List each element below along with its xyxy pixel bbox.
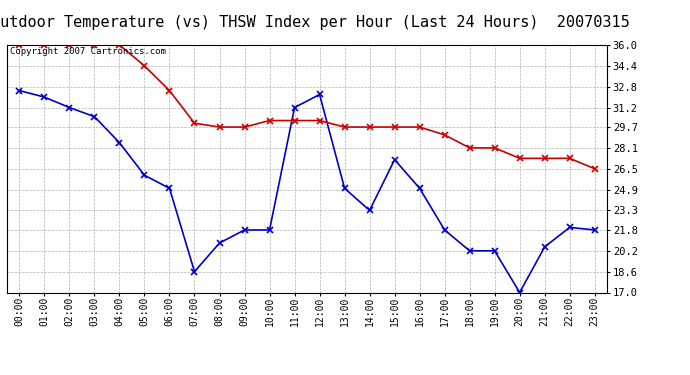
Text: Outdoor Temperature (vs) THSW Index per Hour (Last 24 Hours)  20070315: Outdoor Temperature (vs) THSW Index per …	[0, 15, 630, 30]
Text: Copyright 2007 Cartronics.com: Copyright 2007 Cartronics.com	[10, 48, 166, 57]
